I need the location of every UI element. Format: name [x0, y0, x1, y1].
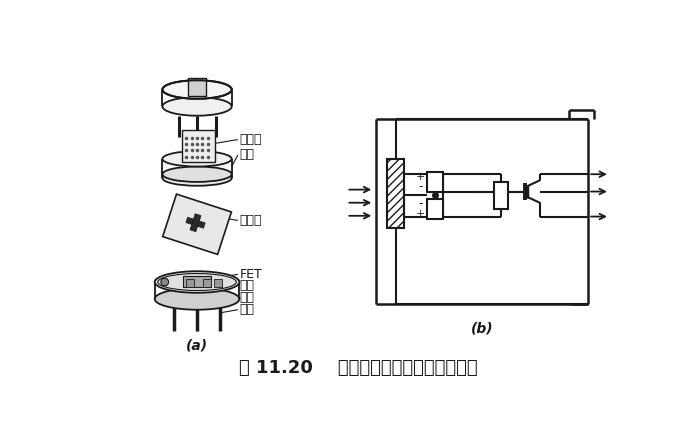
Text: FET: FET [239, 268, 262, 281]
Text: 图 11.20    热释电人体红外传感器的结构: 图 11.20 热释电人体红外传感器的结构 [239, 359, 478, 377]
Text: 高阻: 高阻 [239, 291, 254, 304]
Ellipse shape [162, 97, 232, 116]
Ellipse shape [199, 277, 206, 284]
Polygon shape [186, 217, 205, 228]
Ellipse shape [155, 288, 239, 310]
Bar [214, 279, 222, 286]
Text: (a): (a) [186, 339, 208, 353]
Text: (b): (b) [470, 321, 494, 335]
Ellipse shape [161, 278, 169, 286]
Text: -: - [418, 198, 423, 210]
Bar [188, 78, 206, 96]
Bar [183, 130, 215, 162]
Text: +: + [416, 209, 425, 219]
Text: 敏感元: 敏感元 [239, 214, 262, 227]
Text: 管座: 管座 [239, 279, 254, 292]
Bar [494, 182, 508, 209]
Text: 引线: 引线 [239, 303, 254, 316]
Text: 管帽: 管帽 [239, 148, 254, 162]
Ellipse shape [162, 170, 232, 186]
Text: -: - [418, 180, 423, 194]
Bar [427, 172, 442, 192]
Ellipse shape [162, 80, 232, 99]
Ellipse shape [162, 166, 232, 182]
Polygon shape [162, 194, 232, 254]
Bar [387, 159, 404, 228]
Ellipse shape [162, 151, 232, 166]
Ellipse shape [155, 271, 239, 293]
Polygon shape [190, 214, 201, 232]
Bar [186, 279, 194, 286]
Bar [203, 279, 211, 286]
Bar [427, 199, 442, 219]
Text: +: + [416, 172, 425, 182]
Text: 滤光片: 滤光片 [239, 133, 262, 146]
Bar [183, 276, 211, 286]
